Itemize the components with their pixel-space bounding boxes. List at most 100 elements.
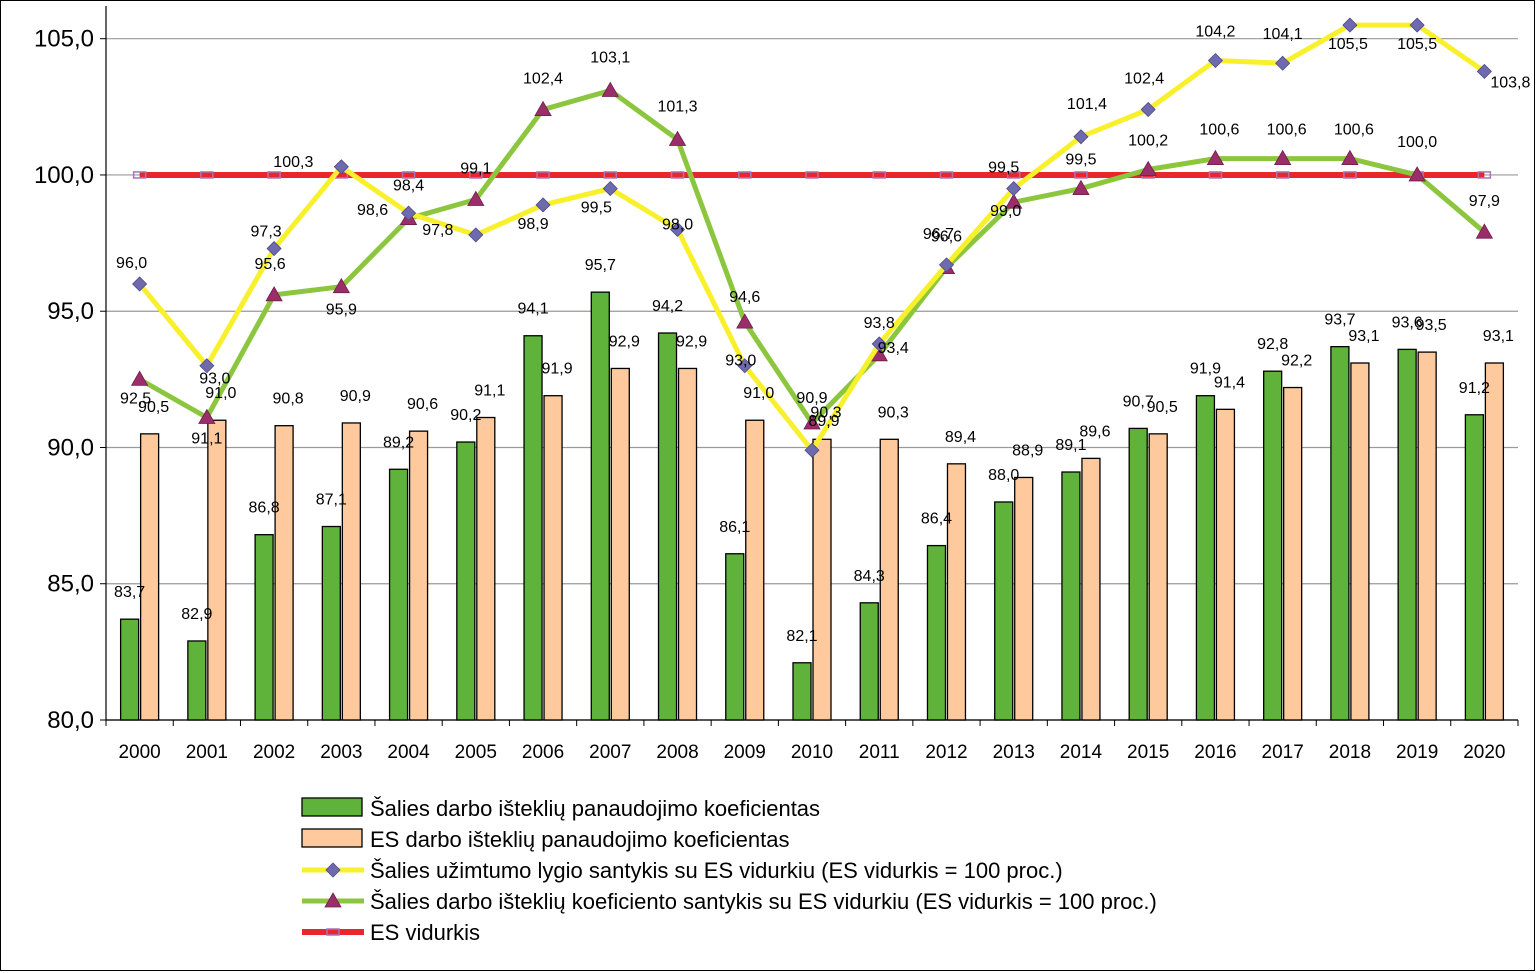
data-label-country-bar: 89,2 — [383, 434, 414, 451]
data-label-employment-ratio: 104,1 — [1263, 26, 1303, 43]
marker-employment-ratio — [938, 257, 955, 273]
x-tick-label: 2006 — [522, 742, 564, 763]
marker-labour-ratio — [265, 286, 283, 302]
data-label-employment-ratio: 93,8 — [864, 315, 895, 332]
y-tick-label: 85,0 — [47, 571, 94, 598]
legend-swatch — [301, 828, 363, 848]
marker-eu-average — [738, 171, 752, 179]
data-label-eu-bar: 91,0 — [743, 385, 774, 402]
x-tick-label: 2013 — [993, 742, 1035, 763]
data-label-employment-ratio: 105,5 — [1328, 36, 1368, 53]
marker-employment-ratio — [266, 240, 282, 257]
data-label-labour-ratio: 94,6 — [729, 289, 760, 306]
data-label-eu-bar: 89,6 — [1079, 423, 1110, 440]
bar-country — [1330, 345, 1350, 721]
marker-eu-average — [670, 171, 685, 179]
bar-country — [1128, 427, 1148, 721]
data-label-eu-bar: 90,5 — [1147, 399, 1178, 416]
x-axis: 2000 2001 2002 2003 2004 2005 2006 2007 2008 2009… — [105, 719, 1519, 763]
bar-country — [1263, 370, 1283, 721]
legend-label: Šalies užimtumo lygio santykis su ES vid… — [370, 858, 1063, 883]
data-label-country-bar: 87,1 — [316, 492, 347, 509]
data-label-labour-ratio: 95,9 — [326, 302, 357, 319]
x-tick-label: 2009 — [724, 742, 766, 763]
data-label-employment-ratio: 93,0 — [199, 371, 230, 388]
data-label-eu-bar: 90,3 — [810, 404, 841, 421]
marker-employment-ratio — [669, 221, 686, 238]
bar-eu — [1215, 408, 1236, 721]
bar-eu — [879, 438, 899, 721]
marker-labour-ratio — [1139, 160, 1157, 176]
x-tick-label: 2001 — [186, 742, 228, 763]
data-label-labour-ratio: 93,4 — [878, 340, 909, 357]
marker-labour-ratio — [534, 100, 552, 116]
line-employment-ratio — [137, 22, 1486, 453]
marker-labour-ratio — [803, 414, 821, 430]
legend-label: Šalies darbo išteklių koeficiento santyk… — [370, 889, 1157, 914]
y-tick-label: 90,0 — [47, 434, 94, 461]
data-label-employment-ratio: 104,2 — [1195, 24, 1235, 41]
legend-label: Šalies darbo išteklių panaudojimo koefic… — [370, 796, 820, 821]
marker-labour-ratio — [1005, 193, 1023, 209]
data-label-eu-bar: 90,5 — [138, 399, 169, 416]
marker-labour-ratio — [736, 313, 754, 329]
legend-marker — [324, 892, 342, 908]
bar-country — [1061, 471, 1081, 721]
data-label-labour-ratio: 96,6 — [931, 229, 962, 246]
y-tick-label: 95,0 — [47, 298, 94, 325]
marker-employment-ratio — [1476, 63, 1492, 79]
data-label-labour-ratio: 97,9 — [1469, 193, 1500, 210]
data-label-labour-ratio: 91,1 — [191, 431, 222, 448]
data-label-country-bar: 84,3 — [854, 568, 885, 585]
marker-eu-average — [1343, 171, 1357, 179]
data-label-country-bar: 92,8 — [1257, 336, 1288, 353]
marker-employment-ratio — [1006, 181, 1022, 197]
x-tick-label: 2000 — [118, 742, 160, 763]
data-label-country-bar: 82,1 — [786, 628, 817, 645]
data-label-country-bar: 86,1 — [719, 519, 750, 536]
marker-labour-ratio — [1206, 149, 1225, 166]
marker-labour-ratio — [1341, 149, 1359, 166]
bar-eu — [207, 419, 227, 721]
data-label-eu-bar: 90,9 — [340, 388, 371, 405]
bar-country — [994, 501, 1014, 721]
legend-swatch — [301, 797, 363, 817]
bar-eu — [946, 463, 967, 721]
data-label-eu-bar: 88,9 — [1012, 442, 1043, 459]
bar-eu — [1014, 476, 1034, 721]
bar-eu — [610, 367, 630, 721]
data-label-employment-ratio: 98,0 — [662, 216, 693, 233]
data-label-employment-ratio: 96,7 — [923, 226, 954, 243]
marker-eu-average — [1208, 171, 1223, 179]
bar-eu — [1350, 362, 1370, 721]
marker-eu-average — [132, 171, 147, 179]
x-tick-label: 2014 — [1060, 742, 1103, 763]
data-label-country-bar: 94,1 — [517, 301, 548, 318]
marker-employment-ratio — [1073, 129, 1089, 145]
marker-employment-ratio — [1409, 17, 1425, 33]
data-label-country-bar: 90,2 — [450, 407, 481, 424]
bar-country — [792, 662, 812, 721]
data-label-eu-bar: 91,4 — [1214, 374, 1245, 391]
data-label-country-bar: 86,8 — [249, 500, 280, 517]
bar-eu — [274, 425, 294, 721]
y-axis: 80,0 85,0 90,0 95,0 100,0 105,0 — [34, 6, 107, 734]
x-tick-label: 2016 — [1194, 742, 1236, 763]
data-label-labour-ratio: 101,3 — [658, 99, 698, 116]
marker-labour-ratio — [1072, 179, 1090, 195]
bar-series — [119, 291, 1505, 721]
data-label-country-bar: 86,4 — [921, 511, 952, 528]
data-label-employment-ratio: 100,3 — [273, 154, 313, 171]
bar-country — [725, 553, 745, 721]
bar-eu — [341, 422, 361, 721]
data-label-eu-bar: 90,6 — [407, 396, 438, 413]
data-label-labour-ratio: 90,9 — [796, 390, 827, 407]
bar-country — [321, 525, 341, 721]
marker-labour-ratio — [601, 81, 619, 97]
data-label-eu-bar: 91,0 — [205, 385, 236, 402]
data-label-eu-bar: 93,5 — [1416, 317, 1447, 334]
data-label-country-bar: 93,7 — [1324, 312, 1355, 329]
data-label-employment-ratio: 105,5 — [1397, 36, 1437, 53]
legend-marker — [326, 928, 340, 936]
